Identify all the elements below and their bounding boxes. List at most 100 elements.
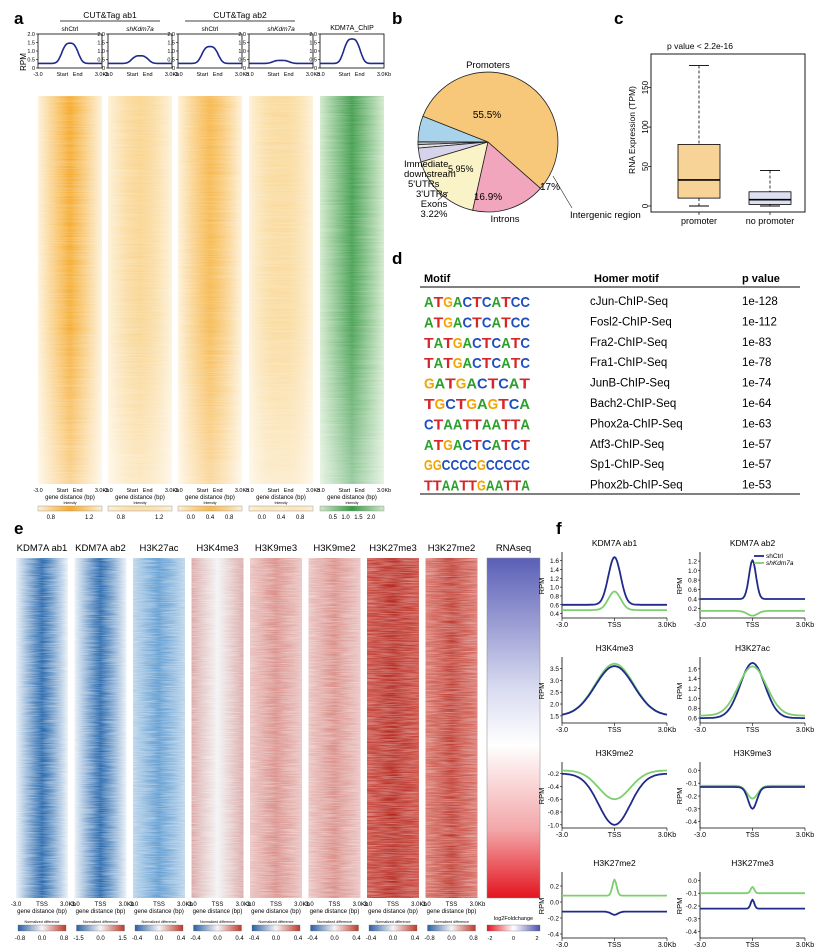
heatmap-xlabel: gene distance (bp) (134, 909, 184, 915)
intensity-legend-bar (37, 505, 103, 512)
heatmap-x-tick: TSS (270, 902, 282, 908)
profile-tick-label: 1.0 (167, 49, 175, 55)
motif-letter: C (445, 396, 456, 413)
motif-letter: T (498, 396, 509, 413)
homer-motif-name: JunB-ChIP-Seq (590, 378, 670, 390)
column-label: shCtrl (202, 26, 220, 33)
profile-xtick-label: TSS (746, 727, 760, 734)
motif-letter: C (491, 335, 501, 352)
intensity-legend-tick: 0.4 (277, 515, 286, 521)
heatmap-x-tick: 3.0Kb (470, 902, 486, 908)
normalized-difference-label: Normalized difference (434, 920, 469, 924)
intensity-legend-bar (107, 505, 173, 512)
intensity-legend-label: Intensity (345, 501, 358, 505)
boxplot-category-label: promoter (681, 216, 717, 226)
normalized-difference-label: Normalized difference (317, 920, 352, 924)
profile-line-shKdm7a (562, 590, 667, 611)
heatmap-column-label: H3K27ac (139, 543, 178, 554)
heatmap-texture (74, 558, 127, 898)
motif-letter: A (495, 478, 504, 495)
profile-xtick-label: 3.0Kb (796, 622, 814, 629)
profile-xtick-label: -3.0 (556, 942, 568, 949)
profile-ytick-label: 1.6 (550, 558, 559, 565)
motif-letter: A (491, 416, 501, 433)
profile-tick-label: 0 (314, 66, 317, 72)
heatmap-xlabel: gene distance (bp) (310, 909, 360, 915)
boxplot-ytick-label: 0 (641, 203, 650, 208)
profile-curve (108, 55, 172, 65)
heatmap-x-tick: -3.0 (103, 488, 112, 494)
motif-letter: A (424, 294, 434, 311)
boxplot-ylabel: RNA Expression (TPM) (627, 86, 637, 174)
profile-ytick-label: -0.4 (686, 929, 698, 936)
profile-ylabel: RPM (537, 898, 546, 915)
profile-line-shCtrl (561, 772, 668, 826)
heatmap-xlabel: gene distance (bp) (327, 495, 377, 501)
profile-area (700, 870, 805, 938)
heatmap-x-tick: 3.0Kb (95, 488, 109, 494)
profile-x-tick: Start (339, 72, 351, 78)
motif-letter: C (520, 335, 530, 352)
motif-letter: A (453, 416, 463, 433)
boxplot-box (748, 191, 792, 205)
heatmap-x-tick: -3.0 (186, 902, 197, 908)
profile-tick-label: 0 (243, 66, 246, 72)
profile-xtick-label: TSS (746, 832, 760, 839)
profile-xtick-label: -3.0 (694, 727, 706, 734)
profile-ytick-label: -0.1 (686, 891, 698, 898)
profile-line-shCtrl (700, 559, 805, 600)
heatmap-x-tick: 3.0Kb (306, 488, 320, 494)
motif-letter: A (519, 396, 530, 413)
motif-letter: G (477, 478, 486, 495)
panel-letter-e: e (14, 519, 23, 538)
profile-tick-label: 1.5 (238, 41, 246, 47)
profile-title: KDM7A ab1 (592, 538, 638, 548)
rnaseq-label: RNAseq (496, 543, 531, 554)
profile-area (562, 550, 667, 618)
profile-area (562, 760, 667, 828)
heatmap-x-tick: End (284, 488, 294, 494)
intensity-legend-tick: 0.8 (296, 515, 305, 521)
profile-x-tick: 3.0Kb (306, 72, 320, 78)
normalized-difference-bar (134, 924, 184, 932)
profile-x-tick: Start (57, 72, 69, 78)
motif-pvalue: 1e-112 (742, 316, 777, 328)
motif-letter: C (468, 457, 477, 474)
heatmap-x-tick: 3.0Kb (377, 488, 391, 494)
profile-line-shCtrl (562, 910, 667, 916)
normalized-difference-label: Normalized difference (376, 920, 411, 924)
profile-ytick-label: 0.8 (688, 706, 697, 713)
motif-letter: T (443, 355, 453, 372)
heatmap-x-tick: -3.0 (69, 902, 80, 908)
profile-ytick-label: 1.2 (550, 576, 559, 583)
heatmap-xlabel: gene distance (bp) (368, 909, 418, 915)
profile-ytick-label: -0.2 (548, 771, 560, 778)
profile-x-tick: Start (197, 72, 209, 78)
profile-ytick-label: -0.4 (686, 819, 698, 826)
normalized-difference-label: Normalized difference (25, 920, 60, 924)
profile-line-shKdm7a (562, 878, 667, 897)
motif-letter: T (501, 416, 511, 433)
motif-letter: T (501, 314, 511, 331)
profile-tick-label: 0.5 (167, 58, 175, 64)
rnaseq-legend-tick: 2 (535, 936, 538, 942)
profile-ytick-label: -0.3 (686, 916, 698, 923)
pie-label-immediate: Immediate (404, 159, 448, 170)
profile-ytick-label: 1.5 (550, 713, 559, 720)
motif-letter: A (520, 416, 530, 433)
heatmap-x-tick: 3.0Kb (235, 488, 249, 494)
profile-x-tick: End (284, 72, 294, 78)
motif-letter: C (482, 437, 492, 454)
profile-xtick-label: -3.0 (694, 832, 706, 839)
heatmap-texture (250, 558, 302, 898)
heatmap-x-tick: -3.0 (33, 488, 42, 494)
panel-a-ylabel: RPM (19, 53, 28, 71)
motif-letter: C (511, 314, 521, 331)
motif-letter: A (491, 437, 501, 454)
heatmap-x-tick: TSS (329, 902, 341, 908)
profile-tick-label: 2.0 (97, 32, 105, 38)
profile-x-tick: End (143, 72, 153, 78)
boxplot-category-label: no promoter (746, 216, 795, 226)
